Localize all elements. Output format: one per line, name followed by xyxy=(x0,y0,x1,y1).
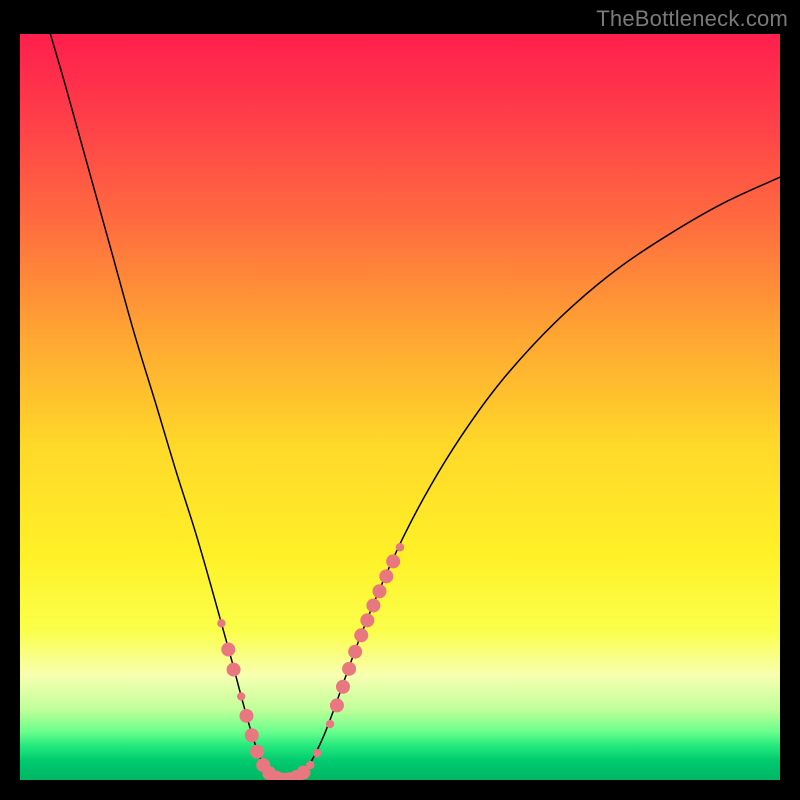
gradient-background xyxy=(20,34,780,780)
watermark-text: TheBottleneck.com xyxy=(596,6,788,32)
curve-marker xyxy=(379,569,393,583)
curve-marker xyxy=(336,680,350,694)
curve-marker xyxy=(237,692,245,700)
curve-marker xyxy=(348,645,362,659)
curve-marker xyxy=(306,761,314,769)
curve-marker xyxy=(342,662,356,676)
chart-frame xyxy=(20,34,780,780)
curve-marker xyxy=(221,642,235,656)
curve-marker xyxy=(245,728,259,742)
curve-marker xyxy=(227,663,241,677)
curve-marker xyxy=(386,554,400,568)
curve-marker xyxy=(360,613,374,627)
curve-marker xyxy=(313,749,321,757)
curve-marker xyxy=(326,720,334,728)
curve-marker xyxy=(217,619,225,627)
curve-marker xyxy=(366,598,380,612)
curve-marker xyxy=(354,628,368,642)
curve-marker xyxy=(372,584,386,598)
curve-marker xyxy=(396,543,404,551)
bottleneck-curve-chart xyxy=(20,34,780,780)
curve-marker xyxy=(250,745,264,759)
curve-marker xyxy=(239,709,253,723)
curve-marker xyxy=(330,698,344,712)
